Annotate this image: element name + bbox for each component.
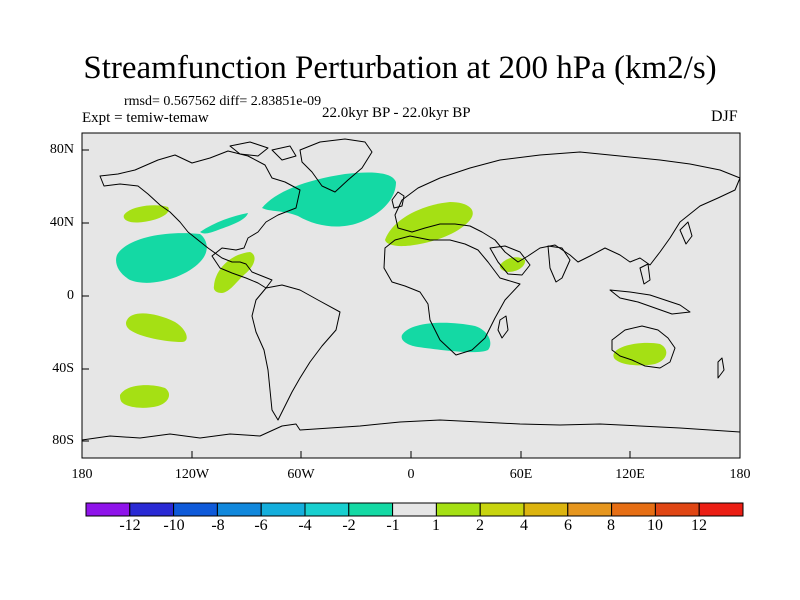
x-tick-label: 180	[729, 467, 751, 482]
x-tick-label: 0	[407, 467, 415, 482]
colorbar-label: 6	[564, 517, 572, 534]
colorbar-box	[392, 502, 437, 517]
colorbar-box	[435, 502, 481, 517]
new-zealand-coast	[717, 357, 725, 379]
colorbar-label: 12	[691, 517, 707, 534]
coastlines	[81, 138, 741, 441]
eurasia-coast	[394, 151, 741, 266]
y-tick-label: 40N	[49, 215, 74, 230]
colorbar-label: 10	[647, 517, 663, 534]
colorbar-box	[611, 502, 656, 517]
colorbar-label: 8	[607, 517, 615, 534]
colorbar-box	[304, 502, 350, 517]
north-atlantic-negative-region	[262, 172, 396, 227]
south-pacific-positive-region	[126, 313, 187, 342]
colorbar-box	[523, 502, 569, 517]
x-tick-label: 120W	[174, 467, 210, 482]
y-tick-label: 40S	[52, 361, 74, 376]
x-tick-label: 120E	[615, 467, 645, 482]
antarctica-coast	[81, 419, 741, 441]
map-frame	[81, 132, 741, 459]
africa-coast	[383, 235, 521, 356]
plot-title: Streamfunction Perturbation at 200 hPa (…	[83, 50, 717, 86]
colorbar-box	[348, 502, 394, 517]
colorbar-label: -2	[342, 517, 356, 534]
y-tick-label: 80N	[49, 142, 74, 157]
australia-coast	[611, 325, 676, 369]
stats-text: rmsd= 0.567562 diff= 2.83851e-09	[124, 94, 322, 109]
arctic-islands-coast	[229, 141, 297, 161]
colorbar	[85, 502, 744, 517]
colorbar-box	[129, 502, 175, 517]
experiment-label: Expt = temiw-temaw	[82, 110, 209, 126]
europe-positive-region	[385, 202, 473, 247]
colorbar-box	[698, 502, 744, 517]
uk-coast	[391, 191, 405, 209]
y-tick-label: 0	[67, 288, 74, 303]
colorbar-label: -12	[119, 517, 141, 534]
southeast-asia-islands-coast	[609, 221, 693, 315]
colorbar-box	[260, 502, 306, 517]
negative-anomaly-regions	[116, 172, 491, 353]
colorbar-label: -4	[298, 517, 312, 534]
gulf-negative-region	[200, 213, 248, 234]
x-axis-ticks	[81, 451, 741, 458]
colorbar-box	[479, 502, 525, 517]
colorbar-box	[85, 502, 131, 517]
colorbar-label: -8	[211, 517, 225, 534]
x-tick-label: 60W	[287, 467, 315, 482]
mexico-positive-region	[213, 252, 255, 293]
colorbar-box	[654, 502, 700, 517]
colorbar-label: -6	[254, 517, 268, 534]
colorbar-box	[173, 502, 218, 517]
arabia-coast	[489, 245, 531, 276]
season-label: DJF	[711, 108, 738, 125]
colorbar-label: 1	[432, 517, 440, 534]
greenland-coast	[299, 138, 373, 193]
colorbar-label: 2	[476, 517, 484, 534]
southern-ocean-positive-region	[120, 385, 170, 408]
madagascar-coast	[497, 315, 509, 339]
y-axis-ticks	[82, 149, 89, 442]
positive-anomaly-regions	[120, 202, 667, 408]
arabia-positive-region	[499, 257, 526, 272]
period-label: 22.0kyr BP - 22.0kyr BP	[322, 105, 471, 121]
x-tick-label: 60E	[509, 467, 533, 482]
south-america-coast	[251, 284, 341, 421]
y-tick-label: 80S	[52, 433, 74, 448]
australia-positive-region	[613, 342, 667, 366]
southern-africa-negative-region	[401, 322, 491, 353]
subtropical-pacific-negative-region	[116, 233, 207, 283]
x-tick-label: 180	[71, 467, 93, 482]
colorbar-label: -1	[386, 517, 400, 534]
north-pacific-positive-region	[123, 205, 169, 223]
colorbar-box	[567, 502, 613, 517]
north-america-coast	[99, 150, 301, 289]
colorbar-label: 4	[520, 517, 528, 534]
colorbar-box	[216, 502, 262, 517]
colorbar-label: -10	[163, 517, 185, 534]
india-coast	[547, 245, 571, 283]
